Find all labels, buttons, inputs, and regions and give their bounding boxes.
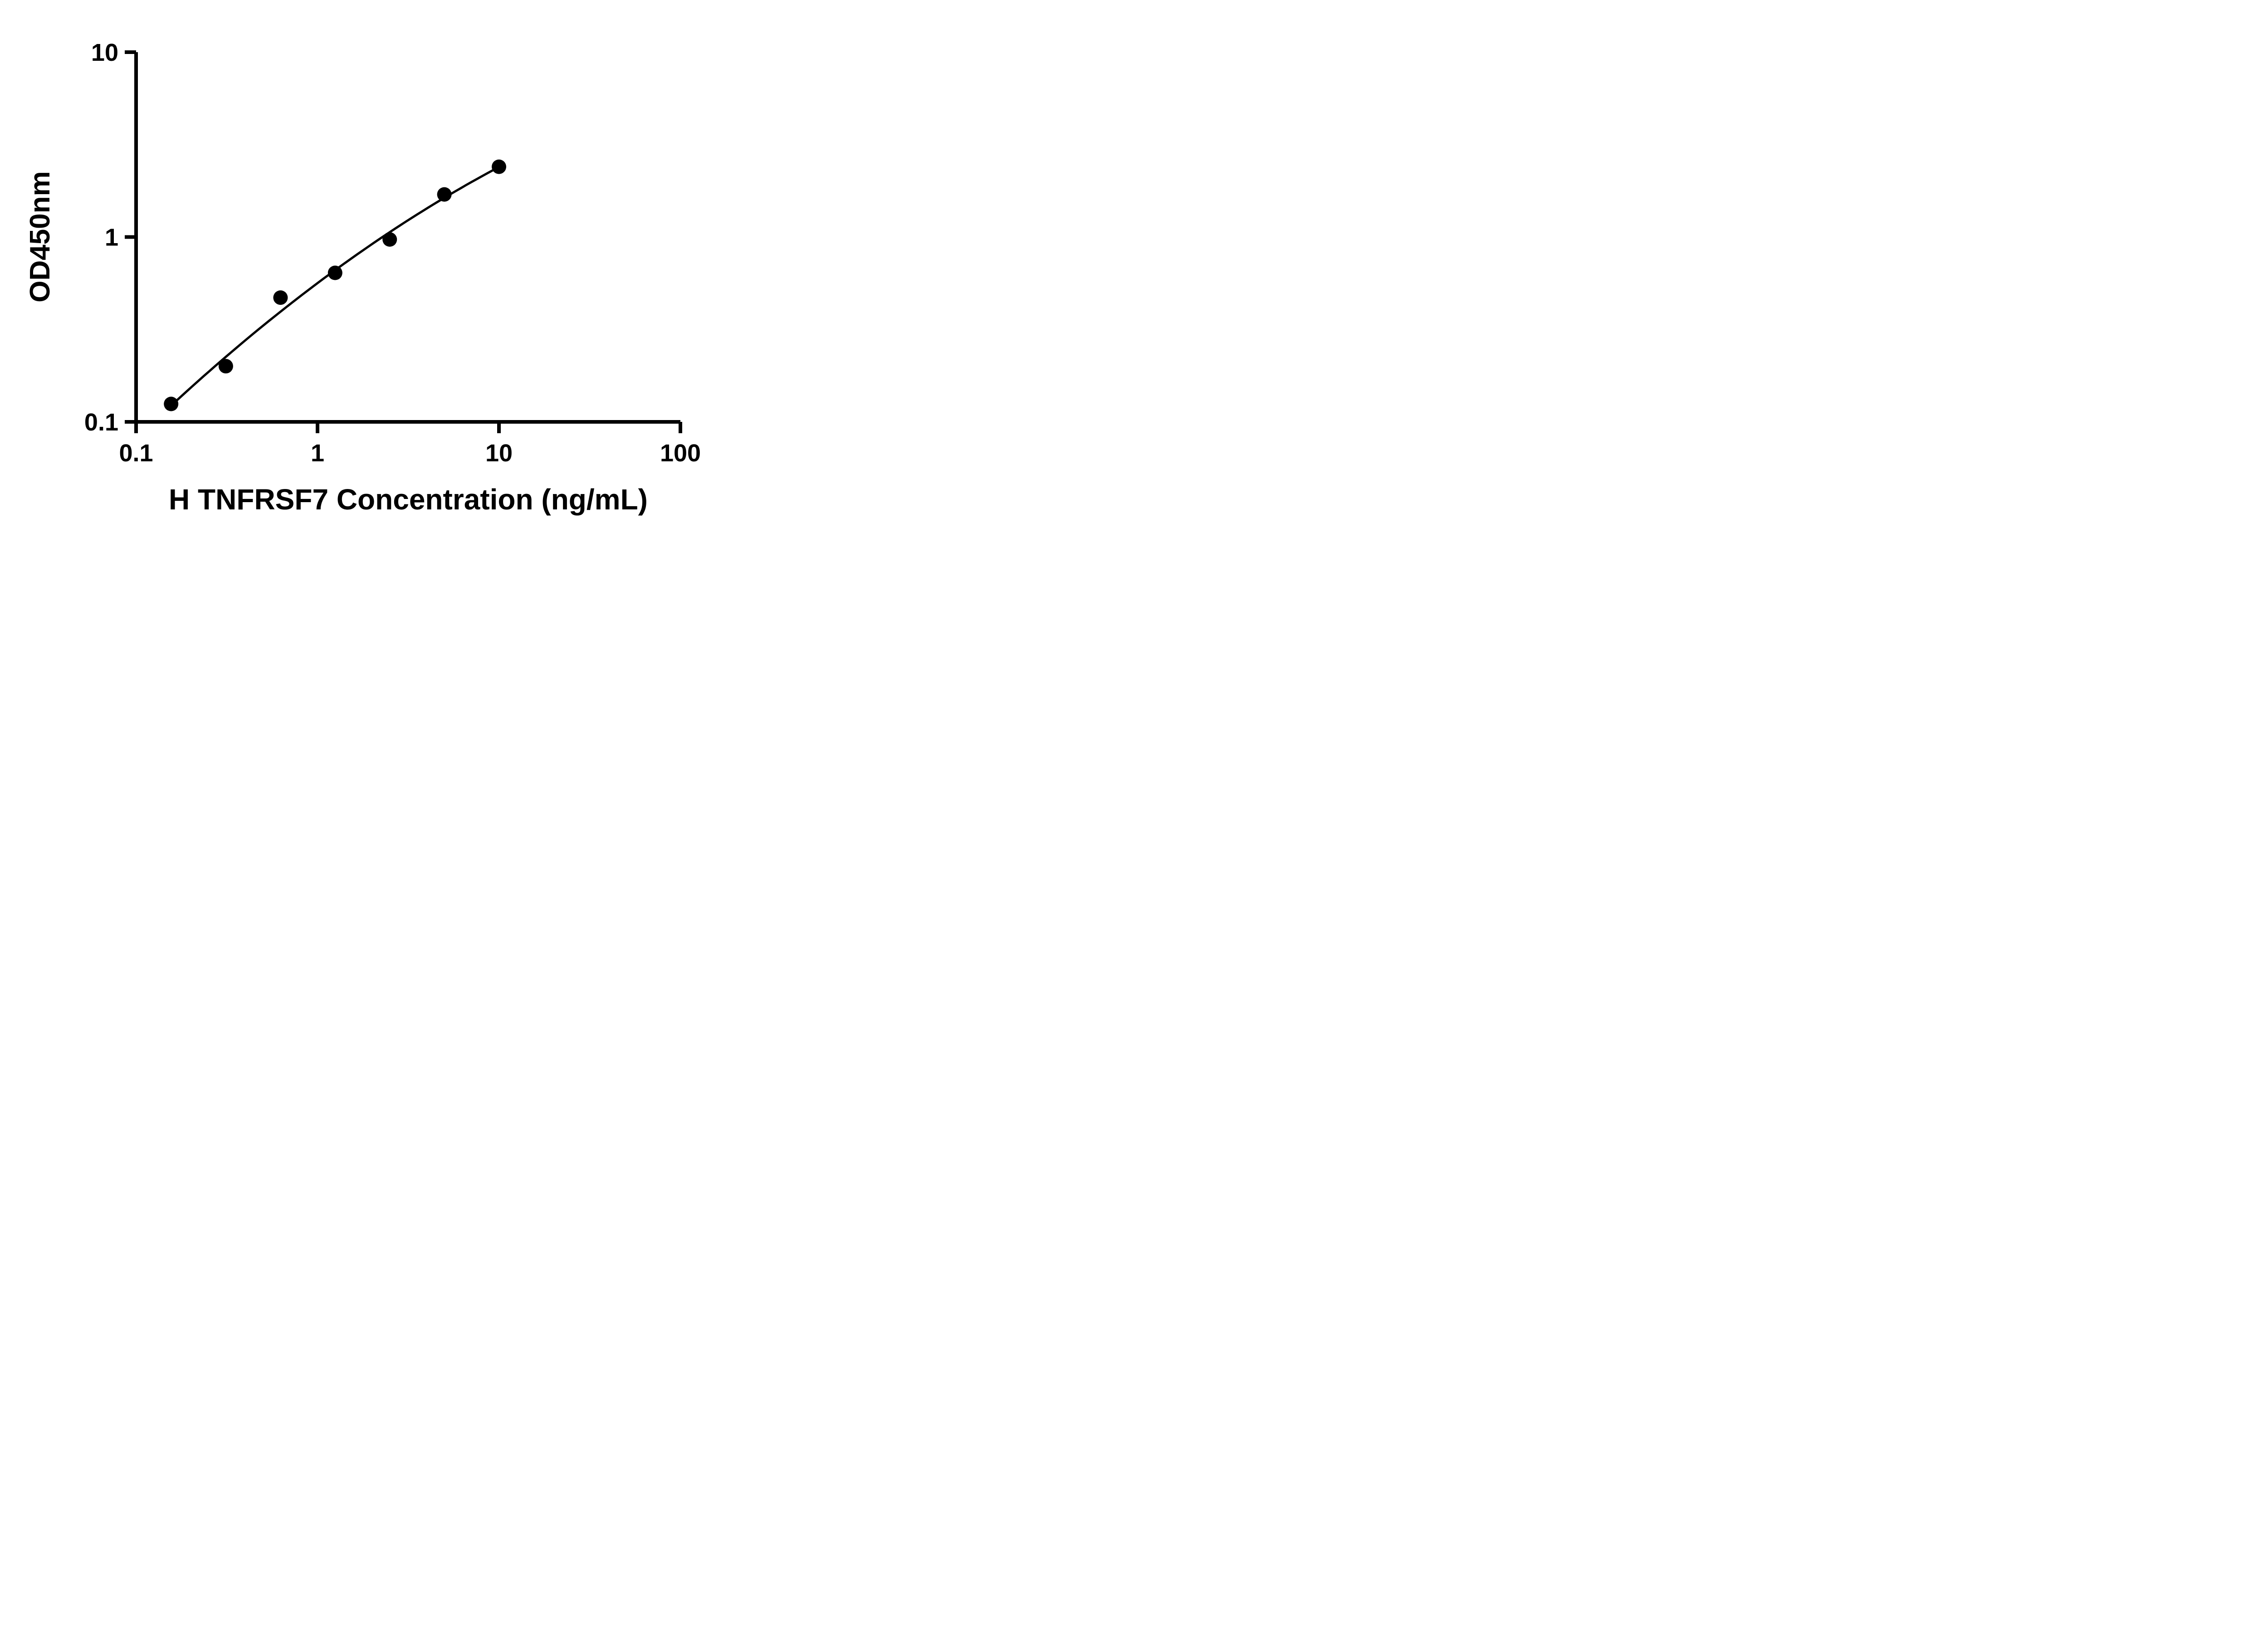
data-point [218,359,233,374]
y-tick-label: 1 [105,224,118,251]
axes-lines [134,52,680,424]
data-point [327,265,342,280]
data-point [492,159,506,174]
x-tick-label: 0.1 [119,440,153,467]
data-point [437,187,452,202]
x-tick-label: 100 [660,440,701,467]
y-tick-label: 10 [91,39,118,66]
x-tick-label: 10 [485,440,513,467]
x-axis-title: H TNFRSF7 Concentration (ng/mL) [169,483,648,516]
standard-curve-chart: 0.1 1 10 100 0.1 1 10 H TNFRSF7 Concentration … [24,39,701,516]
x-tick-label: 1 [311,440,324,467]
y-axis-title: OD450nm [24,171,56,302]
data-point [273,290,288,305]
elisa-standard-curve-figure: 0.1 1 10 100 0.1 1 10 H TNFRSF7 Concentration … [0,0,762,544]
plot-area: 0.1 1 10 100 0.1 1 10 [84,39,701,467]
data-point [382,232,397,247]
y-tick-label: 0.1 [84,409,118,436]
data-point [164,396,179,411]
